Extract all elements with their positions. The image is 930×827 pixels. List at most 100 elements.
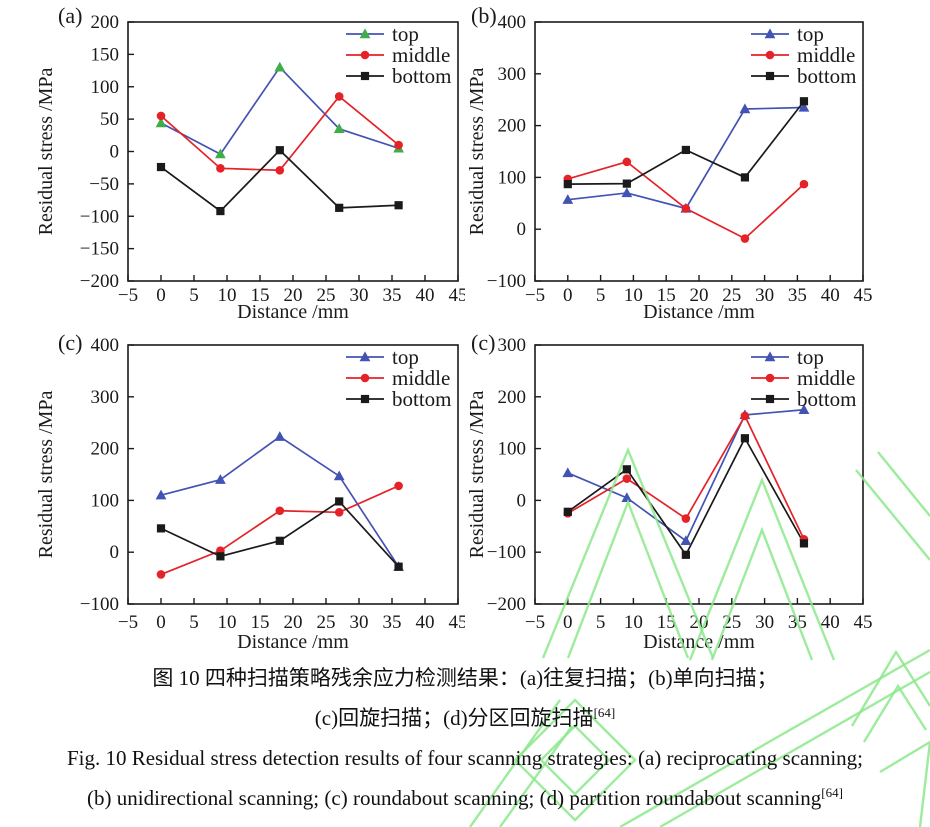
y-tick-label: 100: [91, 490, 120, 511]
y-tick-label: −200: [80, 271, 119, 292]
chart-panel-d: −5 0 5 10 15 20 25 30 35 40 45 −200 −100 0 100 200 300 Di…: [465, 320, 930, 660]
data-point-middle: [334, 508, 344, 517]
x-tick-label: 45: [854, 612, 873, 633]
legend-item-bottom: bottom: [346, 387, 452, 411]
x-tick-label: −5: [118, 612, 138, 633]
legend-item-bottom: bottom: [751, 387, 857, 411]
data-point-top: [680, 535, 692, 546]
legend-marker-square: [360, 394, 370, 404]
data-point-middle: [622, 157, 632, 167]
data-point-top: [562, 194, 574, 204]
legend-marker-triangle: [359, 351, 371, 362]
data-point-top: [562, 467, 574, 478]
data-point-top: [621, 187, 633, 198]
legend-label: top: [797, 345, 824, 369]
data-point-bottom: [156, 524, 166, 533]
x-axis-title: Distance /mm: [237, 301, 349, 322]
series-markers-bottom: [156, 146, 403, 216]
x-tick-label: 45: [854, 285, 873, 306]
x-tick-label: 15: [657, 285, 676, 306]
data-point-bottom: [740, 434, 750, 443]
y-tick-label: 400: [91, 335, 120, 356]
x-tick-label: 45: [449, 612, 466, 633]
legend-label: bottom: [797, 387, 857, 411]
caption-en-citation: [64]: [821, 785, 843, 800]
data-point-top: [155, 489, 167, 500]
data-point-middle: [156, 570, 166, 579]
data-point-bottom: [335, 497, 344, 506]
x-tick-label: −5: [525, 612, 545, 633]
series-markers-middle: [156, 92, 403, 175]
x-tick-label: 5: [596, 612, 606, 633]
panel-label: (c): [471, 330, 495, 355]
x-tick-label: 40: [821, 612, 840, 633]
chart-panel-c: −5 0 5 10 15 20 25 30 35 40 45 −100 0 100 200 300 400 Dis…: [0, 320, 465, 660]
y-tick-label: 300: [498, 335, 527, 356]
data-point-middle: [799, 179, 809, 189]
x-tick-label: 5: [189, 612, 199, 633]
series-line-middle: [567, 160, 805, 240]
x-tick-label: 0: [156, 285, 166, 306]
y-tick-label: 0: [517, 490, 527, 511]
data-point-bottom: [394, 562, 403, 571]
x-axis-title: Distance /mm: [237, 631, 349, 653]
caption-en-line2: (b) unidirectional scanning; (c) roundab…: [0, 778, 930, 818]
legend-label: middle: [392, 43, 450, 67]
series-line-bottom: [567, 100, 805, 185]
data-point-bottom: [681, 550, 690, 559]
legend-label: bottom: [392, 64, 452, 88]
y-tick-label: 0: [110, 142, 120, 163]
chart-d-svg: −5 0 5 10 15 20 25 30 35 40 45 −200 −100 0 100 200 300 Di…: [466, 330, 873, 653]
data-point-middle: [334, 92, 344, 101]
x-tick-label: 25: [722, 285, 741, 306]
y-tick-label: 300: [91, 387, 120, 408]
x-tick-label: 0: [563, 285, 573, 306]
legend-marker-square: [765, 394, 775, 404]
legend-item-bottom: bottom: [751, 64, 857, 88]
series-line-top: [567, 106, 804, 210]
chart-a-svg: −5 0 5 10 15 20 25 30 35 40 45−200−150−100−5005010…: [35, 3, 465, 322]
y-tick-label: −200: [487, 594, 526, 615]
x-tick-label: 15: [251, 285, 270, 306]
x-axis-title: Distance /mm: [643, 631, 755, 653]
legend-marker-triangle: [359, 28, 371, 39]
data-point-bottom: [394, 201, 403, 210]
x-tick-label: 25: [317, 612, 336, 633]
legend-item-bottom: bottom: [346, 64, 452, 88]
y-tick-label: −150: [80, 239, 119, 260]
x-tick-label: 5: [189, 285, 199, 306]
legend-item-middle: middle: [751, 366, 855, 390]
chart-panel-b: −5 0 5 10 15 20 25 30 35 40 45 −100 0 100 200 300 400 Dis…: [465, 0, 930, 322]
legend-marker-triangle: [764, 28, 776, 39]
caption-zh-line2: (c)回旋扫描；(d)分区回旋扫描[64]: [0, 698, 930, 738]
data-point-middle: [740, 234, 750, 243]
x-tick-label: 35: [788, 285, 807, 306]
data-point-top: [215, 148, 226, 159]
legend-marker-triangle: [764, 351, 776, 362]
data-point-bottom: [156, 162, 166, 172]
data-point-middle: [216, 164, 225, 173]
data-point-bottom: [622, 179, 631, 188]
data-point-bottom: [681, 145, 690, 155]
data-point-bottom: [275, 146, 284, 155]
x-tick-label: 40: [416, 612, 435, 633]
y-tick-label: 50: [100, 109, 119, 130]
x-tick-label: 10: [624, 612, 643, 633]
legend-item-top: top: [751, 345, 824, 369]
data-point-bottom: [563, 180, 572, 189]
figure-caption: 图 10 四种扫描策略残余应力检测结果：(a)往复扫描；(b)单向扫描； (c)…: [0, 658, 930, 818]
series-markers-bottom: [156, 497, 403, 571]
x-tick-label: 35: [383, 612, 402, 633]
data-point-middle: [275, 165, 285, 175]
x-axis-title: Distance /mm: [643, 301, 755, 322]
x-tick-label: 10: [624, 285, 643, 306]
series-markers-bottom: [563, 97, 809, 189]
caption-zh-citation: [64]: [593, 705, 616, 720]
panel-label: (b): [471, 3, 497, 28]
x-tick-label: 30: [350, 612, 369, 633]
data-point-middle: [394, 481, 403, 491]
legend-label: middle: [392, 366, 450, 390]
x-tick-label: 25: [317, 285, 336, 306]
x-tick-label: 0: [563, 612, 573, 633]
